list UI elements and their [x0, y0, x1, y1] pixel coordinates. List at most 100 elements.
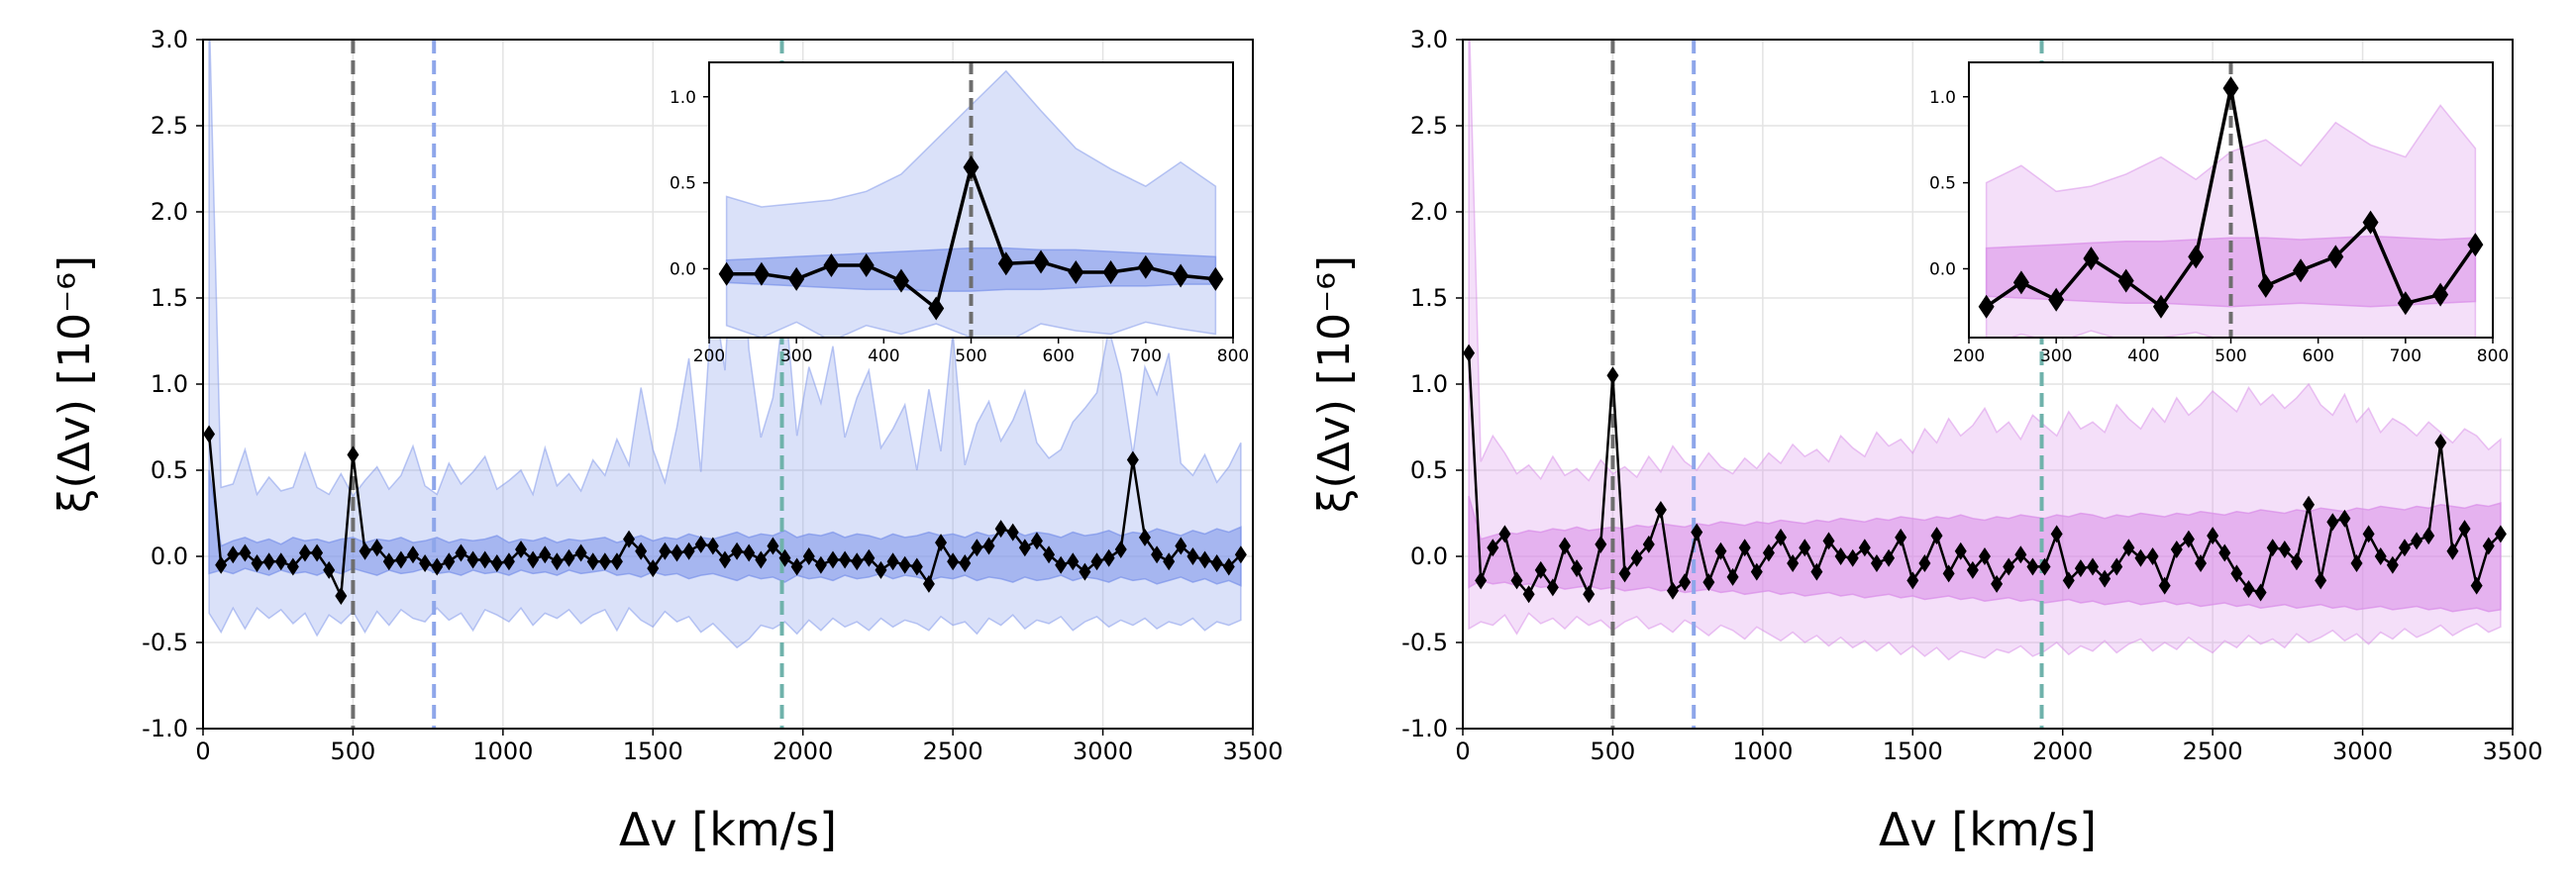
data-point [311, 543, 324, 562]
y-tick-label: 3.0 [1410, 26, 1448, 53]
x-tick-label: 600 [1042, 346, 1074, 366]
y-tick-label: -0.5 [1401, 629, 1448, 656]
x-tick-label: 400 [2127, 346, 2159, 366]
data-point [755, 550, 768, 569]
data-point [2411, 532, 2423, 550]
data-point [1498, 525, 1511, 543]
x-tick-label: 300 [2040, 346, 2072, 366]
y-tick-label: 2.0 [1410, 198, 1448, 226]
y-tick-label: -1.0 [142, 715, 188, 742]
x-tick-label: 800 [1217, 346, 1249, 366]
data-point [455, 543, 467, 562]
data-point [1630, 548, 1643, 567]
data-point [1583, 585, 1596, 604]
data-point [1822, 532, 1835, 550]
data-point [2195, 553, 2208, 572]
data-point [1918, 553, 1931, 572]
data-point [1762, 543, 1775, 562]
x-tick-label: 1500 [623, 738, 683, 765]
right-inset-clipped [1978, 62, 2484, 338]
data-point [2099, 569, 2112, 588]
data-point [1978, 294, 1995, 319]
data-point [1522, 585, 1535, 604]
data-point [1186, 547, 1199, 565]
data-point [2470, 576, 2483, 595]
data-point [203, 425, 216, 444]
data-point [323, 560, 336, 579]
data-point [1606, 366, 1619, 385]
data-point [2326, 513, 2339, 532]
data-point [928, 296, 945, 321]
x-tick-label: 700 [1130, 346, 1162, 366]
data-point [647, 559, 660, 578]
data-point [527, 550, 540, 569]
data-point [1954, 542, 1967, 560]
data-point [892, 268, 909, 293]
left-main-clipped [203, 40, 1247, 729]
data-point [1079, 562, 1091, 581]
data-point [1067, 552, 1080, 571]
y-tick-label: 0.5 [151, 456, 188, 484]
data-point [551, 552, 564, 571]
data-point [2422, 527, 2435, 545]
data-point [2152, 294, 2169, 319]
data-point [1870, 553, 1883, 572]
data-point [1102, 548, 1115, 567]
data-point [851, 552, 864, 571]
inner-confidence-band [1985, 235, 2477, 308]
y-tick-label: 0.5 [1410, 456, 1448, 484]
data-point [1173, 263, 1189, 288]
data-point [1787, 553, 1800, 572]
data-point [2386, 555, 2399, 574]
left-inset-panel: 200 300 400 500 600 700 800 0.0 0.5 1.0 [670, 61, 1249, 366]
data-point [2242, 580, 2255, 599]
data-point [1006, 523, 1019, 542]
data-point [2026, 557, 2039, 576]
data-point [563, 548, 575, 567]
data-point [959, 553, 972, 572]
data-point [922, 574, 935, 593]
data-point [659, 542, 671, 560]
x-tick-label: 0 [1455, 738, 1470, 765]
data-point [1055, 555, 1068, 574]
data-point [407, 545, 419, 564]
x-tick-label: 500 [331, 738, 376, 765]
y-tick-label: 0.5 [670, 174, 696, 194]
data-point [731, 542, 744, 560]
x-tick-label: 1000 [472, 738, 533, 765]
data-point [718, 261, 735, 286]
data-point [2290, 552, 2303, 571]
y-tick-label: 0.0 [670, 260, 696, 280]
x-tick-label: 400 [868, 346, 899, 366]
data-point [1799, 539, 1811, 557]
x-tick-label: 500 [1591, 738, 1636, 765]
data-point [2014, 545, 2027, 564]
data-point [1930, 527, 1943, 545]
data-point [743, 543, 756, 562]
x-tick-label: 500 [955, 346, 986, 366]
data-point [2188, 245, 2205, 269]
data-point [335, 587, 348, 606]
data-point [963, 154, 979, 179]
data-point [1151, 545, 1164, 564]
data-point [788, 266, 805, 291]
data-point [718, 550, 731, 569]
data-point [858, 253, 875, 278]
x-tick-label: 300 [780, 346, 812, 366]
x-tick-label: 0 [195, 738, 210, 765]
data-point [802, 547, 815, 565]
data-point [767, 537, 779, 555]
data-point [2122, 539, 2135, 557]
y-tick-label: 2.0 [151, 198, 188, 226]
x-tick-label: 3500 [2482, 738, 2542, 765]
data-point [827, 550, 839, 569]
data-point [2257, 273, 2274, 298]
data-point [947, 552, 960, 571]
data-point [2494, 525, 2507, 543]
data-point [982, 537, 995, 555]
data-point [251, 553, 263, 572]
x-tick-label: 3000 [1073, 738, 1133, 765]
data-point [1618, 564, 1631, 583]
data-point [1895, 528, 1907, 546]
